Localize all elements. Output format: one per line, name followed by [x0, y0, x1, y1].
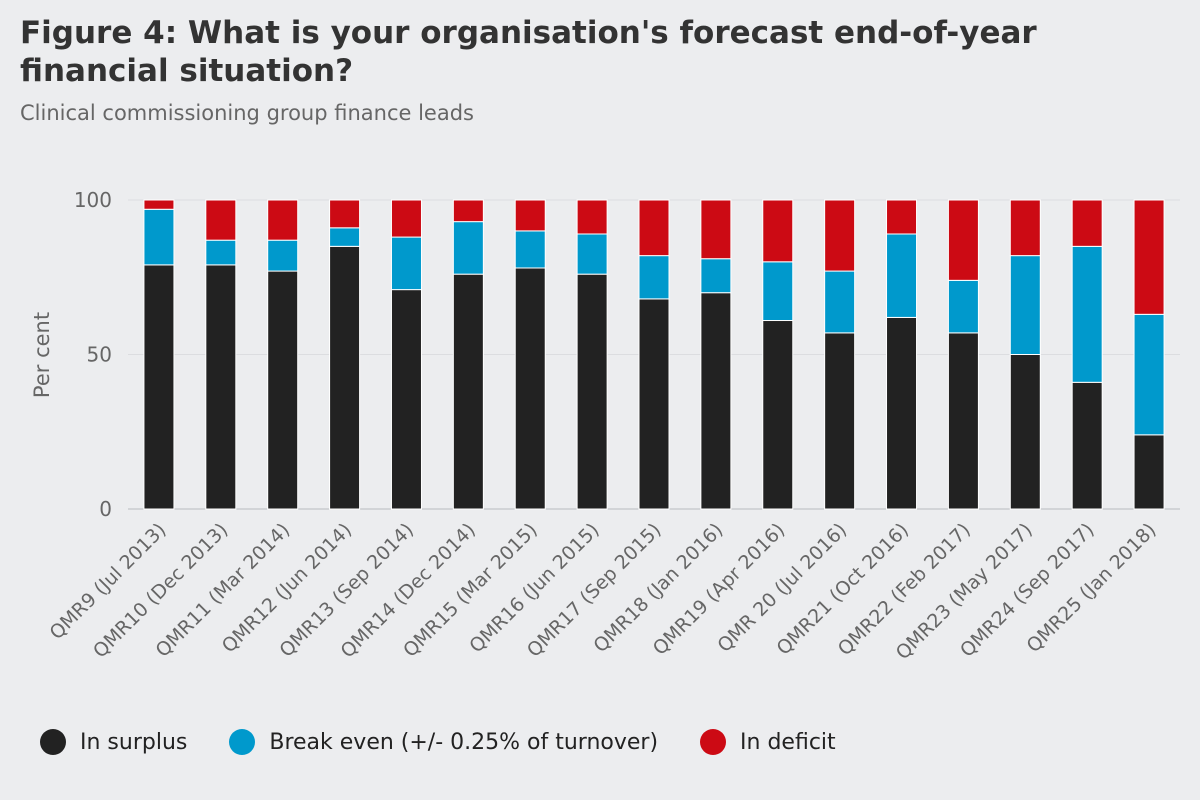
bar-deficit: [390, 199, 422, 238]
legend-label-deficit: In deficit: [740, 729, 836, 755]
bar-surplus: [824, 332, 856, 510]
legend-item-break-even[interactable]: Break even (+/- 0.25% of turnover): [229, 729, 658, 755]
bar-surplus: [638, 298, 670, 510]
bar-break-even: [886, 233, 918, 318]
bar-break-even: [205, 239, 237, 266]
bar-surplus: [886, 316, 918, 510]
bar-deficit: [638, 199, 670, 257]
bar-break-even: [1071, 245, 1103, 383]
bar-surplus: [700, 292, 732, 510]
bar-deficit: [824, 199, 856, 272]
legend-item-surplus[interactable]: In surplus: [40, 729, 187, 755]
bar-break-even: [390, 236, 422, 291]
bar-deficit: [267, 199, 299, 241]
bar-deficit: [205, 199, 237, 241]
bar-deficit: [947, 199, 979, 281]
y-tick-label: 50: [87, 343, 112, 367]
bar-surplus: [390, 289, 422, 510]
bar-deficit: [143, 199, 175, 210]
bar-surplus: [143, 264, 175, 510]
bar-break-even: [576, 233, 608, 275]
bar-break-even: [514, 230, 546, 269]
bar-deficit: [329, 199, 361, 229]
bar-surplus: [1071, 381, 1103, 510]
bar-break-even: [1009, 255, 1041, 355]
legend-label-surplus: In surplus: [80, 729, 188, 755]
y-tick-label: 0: [99, 497, 112, 521]
bar-deficit: [1071, 199, 1103, 247]
bar-surplus: [762, 320, 794, 510]
legend-dot-deficit: [700, 729, 727, 755]
bar-surplus: [514, 267, 546, 510]
bar-surplus: [267, 270, 299, 510]
bar-deficit: [886, 199, 918, 235]
bar-break-even: [1133, 313, 1165, 436]
bar-surplus: [452, 273, 484, 510]
bar-break-even: [947, 279, 979, 334]
bar-deficit: [452, 199, 484, 223]
bar-deficit: [576, 199, 608, 235]
bar-break-even: [267, 239, 299, 272]
bar-break-even: [638, 255, 670, 300]
bar-break-even: [452, 221, 484, 275]
bar-break-even: [700, 258, 732, 294]
chart-title: Figure 4: What is your organisation's fo…: [20, 15, 1037, 89]
legend-item-deficit[interactable]: In deficit: [700, 729, 836, 755]
y-tick-label: 100: [74, 188, 112, 212]
legend-dot-break-even: [229, 729, 256, 755]
bar-break-even: [143, 208, 175, 266]
bar-deficit: [1009, 199, 1041, 257]
bar-break-even: [329, 227, 361, 247]
bar-deficit: [700, 199, 732, 260]
legend-dot-surplus: [40, 729, 66, 755]
bar-break-even: [824, 270, 856, 334]
chart-subtitle: Clinical commissioning group finance lea…: [20, 101, 474, 125]
bar-surplus: [1009, 354, 1041, 510]
bar-surplus: [576, 273, 608, 510]
bar-break-even: [762, 261, 794, 322]
y-axis-label: Per cent: [30, 312, 54, 398]
bar-deficit: [1133, 199, 1165, 315]
bar-deficit: [762, 199, 794, 263]
chart-legend: In surplus Break even (+/- 0.25% of turn…: [40, 729, 878, 755]
x-tick-label: QMR9 (Jul 2013): [45, 519, 170, 644]
bar-surplus: [329, 245, 361, 510]
bar-surplus: [1133, 434, 1165, 510]
bar-surplus: [205, 264, 237, 510]
bar-deficit: [514, 199, 546, 232]
bar-surplus: [947, 332, 979, 510]
legend-label-break-even: Break even (+/- 0.25% of turnover): [269, 729, 659, 755]
